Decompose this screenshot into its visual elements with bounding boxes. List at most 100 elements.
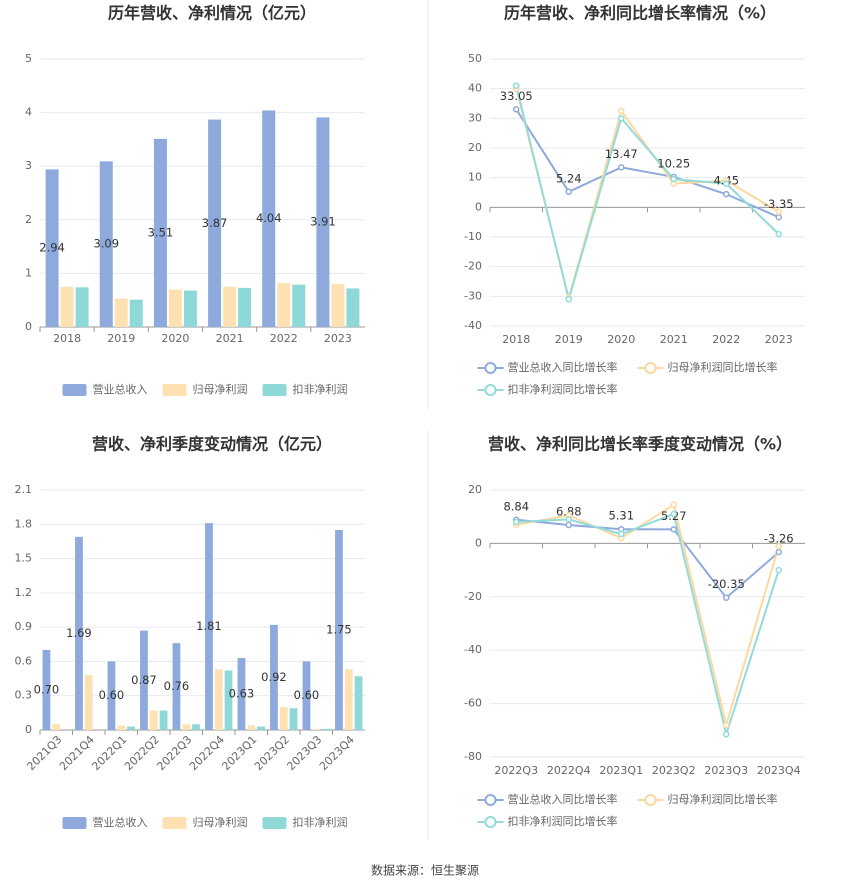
data-label: 3.91: [310, 215, 336, 229]
bar: [84, 675, 93, 730]
x-tick-label: 2023Q2: [652, 764, 696, 777]
x-tick-label: 2022Q3: [154, 733, 194, 773]
legend-label: 扣非净利润同比增长率: [508, 382, 618, 396]
x-tick-label: 2022: [712, 333, 740, 346]
bar: [129, 299, 143, 327]
legend-label: 归母净利润同比增长率: [668, 792, 778, 806]
bar: [214, 669, 223, 730]
x-tick-label: 2022Q3: [494, 764, 538, 777]
data-label: 2.94: [39, 241, 65, 255]
line: [516, 503, 780, 729]
bar: [205, 523, 213, 730]
y-tick-label: 0: [475, 200, 482, 213]
legend-swatch: [484, 794, 497, 806]
point: [723, 594, 730, 601]
legend-swatch: [484, 384, 497, 396]
x-tick-label: 2022Q4: [187, 733, 227, 773]
data-label: 3.87: [202, 216, 228, 230]
point: [565, 521, 572, 529]
bar: [153, 138, 167, 327]
x-tick-label: 2023Q2: [252, 733, 292, 773]
y-tick-label: -80: [464, 750, 482, 763]
bar: [183, 290, 197, 327]
point: [723, 731, 730, 738]
bar: [316, 117, 330, 327]
line: [515, 108, 780, 219]
bar: [270, 624, 278, 730]
y-tick-label: -20: [464, 260, 482, 273]
legend-label: 归母净利润同比增长率: [668, 360, 778, 374]
x-tick-label: 2020: [161, 332, 189, 345]
legend-swatch: [162, 384, 187, 396]
data-label: 5.24: [556, 171, 582, 185]
legend-label: 归母净利润: [193, 382, 248, 396]
bar: [42, 650, 51, 730]
legend-label: 扣非净利润: [293, 382, 348, 396]
y-tick-label: 0: [25, 723, 32, 736]
data-label: -3.26: [764, 532, 794, 546]
bar: [127, 726, 135, 730]
legend-label: 扣非净利润同比增长率: [508, 814, 618, 828]
data-label: 6.88: [556, 505, 582, 519]
point: [513, 518, 520, 526]
y-tick-label: 2.1: [15, 483, 33, 496]
x-tick-label: 2023Q4: [757, 764, 801, 777]
y-tick-label: 5: [25, 52, 32, 65]
legend-label: 营业总收入同比增长率: [508, 792, 618, 806]
bar: [107, 661, 116, 730]
data-label: 1.69: [66, 626, 92, 640]
point: [775, 230, 782, 238]
data-label: 33.05: [500, 89, 533, 103]
line: [515, 85, 780, 304]
y-tick-label: 10: [468, 171, 482, 184]
data-label: 5.31: [608, 509, 634, 523]
bar: [292, 284, 306, 327]
x-tick-label: 2018: [502, 333, 530, 346]
point: [513, 82, 520, 89]
y-tick-label: -40: [464, 319, 482, 332]
bar: [114, 298, 128, 327]
x-tick-label: 2022Q1: [89, 733, 129, 773]
bar: [237, 658, 246, 730]
y-tick-label: 2: [25, 213, 32, 226]
data-label: 1.75: [326, 623, 352, 637]
point: [670, 175, 677, 183]
data-label: 1.81: [196, 619, 222, 633]
bar: [354, 676, 363, 730]
y-tick-label: 30: [468, 111, 482, 124]
y-tick-label: 1.5: [15, 552, 33, 565]
x-tick-label: 2022Q4: [547, 764, 591, 777]
y-tick-label: 0: [25, 320, 32, 333]
chart-title: 历年营收、净利情况（亿元）: [108, 4, 316, 23]
legend-swatch: [162, 817, 187, 829]
data-label: 3.09: [93, 237, 119, 251]
y-tick-label: 0.3: [15, 689, 33, 702]
y-tick-label: 40: [468, 82, 482, 95]
y-tick-label: -40: [464, 643, 482, 656]
y-tick-label: 0: [475, 536, 482, 549]
point: [565, 516, 572, 523]
chart-title: 营收、净利季度变动情况（亿元）: [92, 435, 332, 454]
legend-swatch: [62, 817, 87, 829]
data-label: -3.35: [764, 197, 794, 211]
point: [618, 530, 625, 538]
y-tick-label: 1: [25, 266, 32, 279]
y-tick-label: 0.9: [15, 620, 33, 633]
bar: [168, 289, 182, 327]
bar: [335, 530, 343, 730]
x-tick-label: 2023Q3: [704, 764, 748, 777]
y-tick-label: -30: [464, 289, 482, 302]
bar: [289, 708, 298, 730]
bar: [277, 283, 291, 327]
data-label: 13.47: [605, 147, 638, 161]
legend-label: 归母净利润: [193, 815, 248, 829]
x-tick-label: 2021Q4: [57, 733, 97, 773]
bar: [52, 724, 61, 730]
line: [516, 512, 780, 739]
bar: [75, 287, 89, 327]
x-tick-label: 2019: [555, 333, 583, 346]
x-tick-label: 2022: [270, 332, 298, 345]
legend-swatch: [484, 362, 497, 374]
x-tick-label: 2018: [53, 332, 81, 345]
x-tick-label: 2019: [107, 332, 135, 345]
